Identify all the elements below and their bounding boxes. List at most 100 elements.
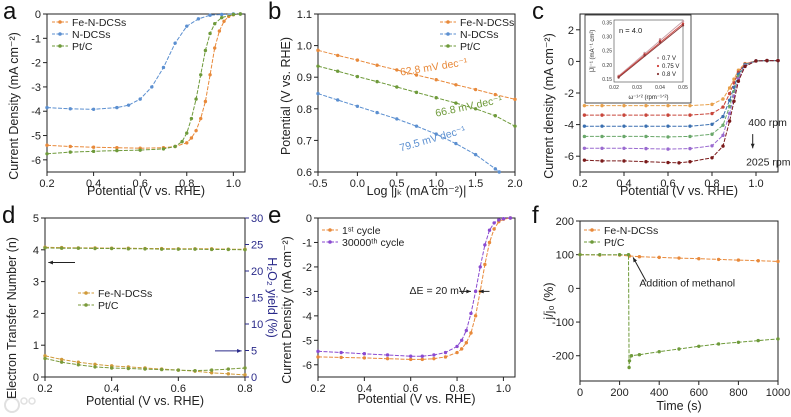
y-tick-label: 0 bbox=[568, 283, 574, 295]
inset-chart: 0.02 0.03 0.04 0.05 0.15 0.20 0.25 0.30 0.35 ω⁻¹ᐟ… bbox=[584, 14, 692, 104]
x-axis-label: Potential (V vs. RHE) bbox=[357, 392, 475, 406]
data-point bbox=[226, 372, 231, 376]
data-point bbox=[238, 12, 243, 16]
legend-item: Fe-N-DCSs bbox=[440, 17, 514, 29]
legend-label: 1ˢᵗ cycle bbox=[342, 225, 381, 237]
data-point bbox=[483, 262, 487, 267]
data-point bbox=[126, 366, 131, 371]
inset-legend-label: 0.8 V bbox=[662, 72, 676, 78]
arrowhead-icon bbox=[237, 348, 242, 353]
y-tick-label: -2 bbox=[31, 58, 41, 70]
y-axis-label: Current Density (mA cm⁻²) bbox=[280, 236, 294, 384]
data-point bbox=[469, 311, 473, 316]
data-point bbox=[45, 143, 49, 147]
data-point bbox=[455, 344, 459, 349]
legend-marker bbox=[328, 240, 332, 244]
data-point bbox=[756, 338, 760, 343]
data-point bbox=[492, 221, 496, 225]
data-point bbox=[220, 15, 224, 20]
x-tick-label: 0.6 bbox=[660, 178, 675, 190]
data-point bbox=[336, 69, 340, 73]
y-tick-label: 0.6 bbox=[297, 167, 312, 179]
inset-data-point bbox=[681, 22, 685, 25]
data-point bbox=[213, 46, 217, 50]
y-tick-label: -4 bbox=[31, 106, 41, 118]
arrowhead-icon bbox=[479, 289, 484, 294]
data-point bbox=[362, 352, 367, 356]
x-axis-label: Potential (V vs. RHE) bbox=[87, 184, 205, 198]
inset-x-label: ω⁻¹ᐟ² (rpm⁻¹ᐟ²) bbox=[628, 94, 668, 101]
legend-item: N-DCSs bbox=[440, 29, 499, 41]
x-tick-label: 0.4 bbox=[86, 178, 101, 190]
data-point bbox=[622, 159, 626, 163]
data-point bbox=[76, 246, 81, 250]
data-point bbox=[443, 355, 448, 359]
y-tick-label: -3 bbox=[302, 286, 312, 298]
annotation-text: 400 rpm bbox=[748, 117, 787, 129]
inset-legend-label: 0.7 V bbox=[662, 56, 676, 62]
data-point bbox=[600, 146, 604, 150]
y-tick-label: 0.7 bbox=[297, 135, 312, 147]
data-point bbox=[196, 17, 201, 21]
data-point bbox=[710, 102, 714, 107]
arrowhead-icon bbox=[633, 257, 637, 263]
data-point bbox=[493, 167, 497, 171]
data-point bbox=[600, 134, 604, 139]
data-point bbox=[727, 104, 732, 109]
data-point bbox=[754, 59, 758, 63]
legend-marker bbox=[446, 32, 450, 36]
plot-frame bbox=[46, 13, 246, 173]
legend-item: Fe-N-DCSs bbox=[52, 17, 126, 29]
y-tick-label: 0 bbox=[35, 9, 41, 21]
data-point bbox=[176, 368, 181, 372]
data-point bbox=[208, 13, 212, 17]
data-point bbox=[193, 368, 197, 373]
panel-a: a 0.2 0.4 0.6 0.8 1.0 0 -1 -2 -3 -4 -5 -6 Potential (… bbox=[3, 0, 246, 198]
data-point bbox=[115, 105, 119, 110]
series-pt-c bbox=[316, 64, 517, 128]
data-point bbox=[617, 252, 622, 257]
data-point bbox=[736, 74, 741, 79]
inset-y-tick-label: 0.35 bbox=[602, 21, 612, 27]
data-point bbox=[126, 103, 131, 107]
data-point bbox=[697, 344, 701, 349]
data-point bbox=[385, 356, 390, 361]
y-right-tick-label: 15 bbox=[251, 293, 263, 305]
data-point bbox=[464, 328, 469, 333]
data-point bbox=[666, 147, 670, 151]
inset-data-point bbox=[681, 19, 685, 23]
legend-item: 30000ᵗʰ cycle bbox=[322, 237, 405, 249]
inset-legend-marker bbox=[656, 64, 660, 68]
inset-data-point bbox=[617, 76, 620, 79]
inset-data-point bbox=[658, 37, 662, 41]
data-point bbox=[91, 107, 96, 111]
data-point bbox=[508, 216, 513, 220]
y-tick-label: -6 bbox=[302, 360, 312, 372]
y-right-tick-label: 0 bbox=[251, 372, 257, 384]
data-point bbox=[189, 136, 194, 140]
data-point bbox=[76, 363, 81, 367]
data-point bbox=[355, 104, 360, 108]
x-tick-label: 400 bbox=[650, 387, 668, 399]
legend-item: Pt/C bbox=[584, 237, 625, 249]
data-point bbox=[209, 368, 214, 372]
data-point bbox=[395, 117, 399, 121]
legend-label: Pt/C bbox=[460, 41, 481, 53]
inset-data-point bbox=[658, 41, 662, 44]
data-point bbox=[385, 353, 390, 357]
data-point bbox=[644, 134, 648, 139]
x-tick-label: 1000 bbox=[766, 387, 790, 399]
data-point bbox=[644, 124, 648, 128]
data-point bbox=[159, 247, 164, 251]
legend-item: Pt/C bbox=[440, 41, 481, 53]
y-right-tick-label: 20 bbox=[251, 266, 263, 278]
panel-c: c 0.2 0.4 0.6 0.8 1.0 2 0 -2 -4 -6 Potential (V vs.… bbox=[532, 0, 791, 198]
data-point bbox=[203, 48, 208, 53]
data-point bbox=[622, 134, 626, 139]
inset-fit-line bbox=[618, 25, 684, 78]
y-tick-label: -6 bbox=[564, 151, 574, 163]
data-point bbox=[213, 22, 217, 26]
data-point bbox=[688, 113, 692, 117]
panel-letter: b bbox=[268, 0, 281, 25]
